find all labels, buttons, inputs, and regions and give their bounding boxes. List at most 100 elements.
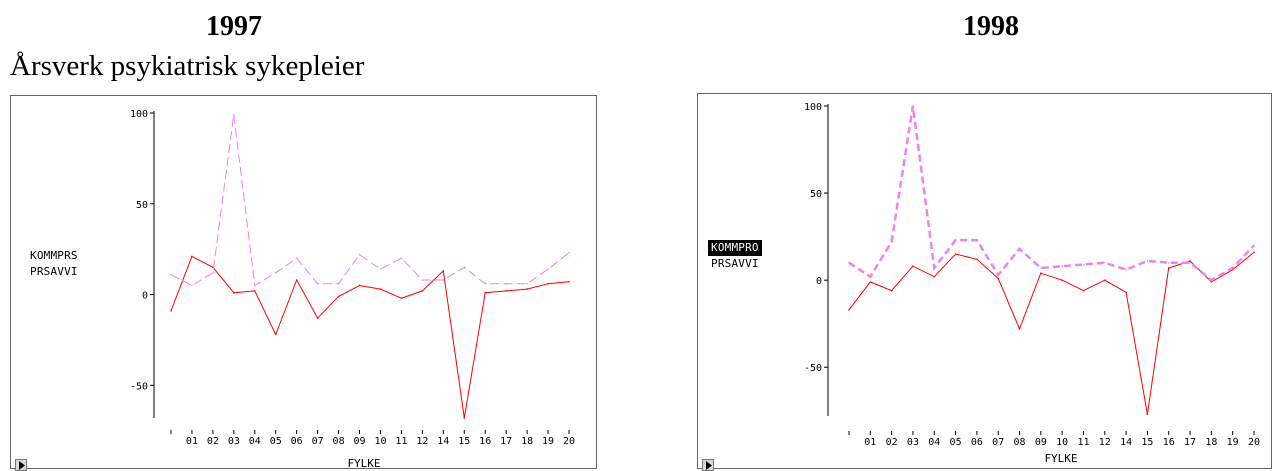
x-tick-label: 01 — [186, 436, 198, 447]
series-line-prsavvi — [848, 105, 1255, 282]
x-tick-label: 10 — [374, 436, 386, 447]
y-tick-label: 100 — [130, 109, 148, 120]
data-point-kommprs — [526, 288, 528, 290]
data-point-prsavvi — [933, 267, 936, 269]
page-subtitle: Årsverk psykiatrisk sykepleier — [10, 50, 365, 82]
data-point-kommprs — [358, 284, 361, 287]
panel-nav-button[interactable] — [702, 459, 714, 471]
x-tick-label: 19 — [542, 436, 554, 447]
data-point-kommpro — [1253, 251, 1255, 254]
data-point-prsavvi — [1125, 268, 1127, 271]
x-tick-label: 06 — [291, 436, 303, 447]
y-tick-label: 0 — [142, 291, 148, 302]
data-point-kommprs — [170, 310, 172, 312]
x-tick-label: 11 — [1077, 437, 1089, 448]
x-tick-label: 04 — [249, 436, 261, 447]
data-point-prsavvi — [233, 114, 235, 116]
y-tick-label: 0 — [816, 276, 822, 287]
data-point-kommprs — [568, 281, 570, 283]
data-point-prsavvi — [379, 268, 382, 270]
x-tick-label: 15 — [1141, 437, 1153, 448]
data-point-prsavvi — [1253, 244, 1255, 247]
data-point-kommprs — [295, 279, 298, 281]
data-point-prsavvi — [463, 266, 466, 269]
data-point-prsavvi — [358, 253, 361, 256]
data-point-prsavvi — [869, 275, 872, 278]
data-point-kommpro — [1189, 260, 1191, 262]
x-tick-label: 10 — [1056, 437, 1068, 448]
data-point-kommprs — [253, 290, 256, 292]
data-point-kommprs — [547, 282, 549, 285]
data-point-kommpro — [890, 289, 893, 292]
data-point-kommprs — [337, 295, 340, 298]
data-point-kommpro — [1061, 279, 1063, 281]
data-point-prsavvi — [890, 241, 893, 243]
x-tick-label: 07 — [312, 436, 324, 447]
x-tick-label: 02 — [886, 437, 898, 448]
chart-legend-1997: KOMMPRS PRSAVVI — [27, 248, 81, 280]
data-point-prsavvi — [316, 282, 319, 285]
data-point-prsavvi — [295, 257, 298, 260]
data-point-kommpro — [1167, 267, 1170, 269]
data-point-kommprs — [421, 290, 424, 292]
data-point-kommprs — [379, 288, 382, 290]
data-point-kommprs — [484, 291, 487, 294]
data-point-prsavvi — [484, 282, 487, 285]
data-point-kommprs — [463, 417, 466, 419]
x-tick-label: 17 — [1184, 437, 1196, 448]
data-point-kommprs — [316, 317, 319, 319]
data-point-kommpro — [1103, 279, 1106, 281]
data-point-prsavvi — [1018, 248, 1021, 250]
data-point-prsavvi — [547, 268, 549, 270]
data-point-prsavvi — [1040, 267, 1042, 269]
panel-nav-button[interactable] — [15, 459, 27, 471]
x-tick-label: 04 — [928, 437, 940, 448]
x-tick-label: 05 — [270, 436, 282, 447]
y-tick-label: -50 — [130, 381, 148, 392]
data-point-prsavvi — [1082, 263, 1085, 266]
data-point-prsavvi — [1103, 261, 1106, 264]
legend-entry-1998-0[interactable]: KOMMPRO — [708, 240, 762, 256]
line-chart-1998: 100 50 0 -50 01 02 03 04 05 06 07 08 09 10 11 12 14 15 16 1… — [804, 102, 1260, 465]
x-tick-label: 07 — [992, 437, 1004, 448]
data-point-prsavvi — [526, 282, 528, 285]
data-point-kommprs — [233, 291, 235, 294]
data-point-kommpro — [997, 277, 1000, 280]
data-point-kommprs — [191, 255, 193, 258]
line-chart-1997: 100 50 0 -50 01 02 03 04 05 06 07 08 09 10 11 12 14 15 16 1… — [130, 109, 575, 470]
data-point-prsavvi — [1167, 261, 1170, 264]
data-point-prsavvi — [253, 284, 256, 287]
x-tick-label: 12 — [1099, 437, 1111, 448]
chart-legend-1998: KOMMPRO PRSAVVI — [708, 240, 762, 272]
x-tick-label: 01 — [864, 437, 876, 448]
legend-entry-1997-0[interactable]: KOMMPRS — [30, 249, 78, 262]
chart-title-1997: 1997 — [206, 11, 262, 42]
chart-panel-1997: 100 50 0 -50 01 02 03 04 05 06 07 08 09 10 11 12 14 15 16 1… — [10, 95, 597, 471]
series-line-prsavvi — [170, 114, 570, 287]
data-point-prsavvi — [1061, 265, 1063, 268]
x-tick-label: 03 — [228, 436, 240, 447]
x-tick-label: 16 — [479, 436, 491, 447]
data-point-prsavvi — [954, 239, 957, 241]
play-arrow-icon — [706, 461, 712, 470]
x-tick-label: 14 — [1120, 437, 1132, 448]
play-arrow-icon — [19, 461, 25, 470]
x-tick-label: 12 — [416, 436, 428, 447]
x-tick-label: 05 — [950, 437, 962, 448]
data-point-prsavvi — [505, 282, 507, 285]
data-point-kommpro — [912, 265, 914, 268]
legend-entry-1998-1[interactable]: PRSAVVI — [711, 257, 759, 270]
y-tick-label: 100 — [804, 102, 822, 113]
data-point-prsavvi — [912, 105, 914, 107]
data-point-kommprs — [400, 297, 403, 299]
data-point-prsavvi — [212, 271, 214, 274]
data-point-prsavvi — [421, 279, 424, 281]
data-point-kommpro — [954, 253, 957, 255]
y-tick-label: 50 — [810, 189, 822, 200]
data-point-prsavvi — [1189, 261, 1191, 264]
chart-panel-1998: 100 50 0 -50 01 02 03 04 05 06 07 08 09 10 11 12 14 15 16 1… — [697, 93, 1272, 471]
series-line-kommpro — [848, 251, 1255, 415]
legend-entry-1997-1[interactable]: PRSAVVI — [30, 265, 78, 278]
y-tick-label: 50 — [136, 200, 148, 211]
x-tick-label: 17 — [500, 436, 512, 447]
